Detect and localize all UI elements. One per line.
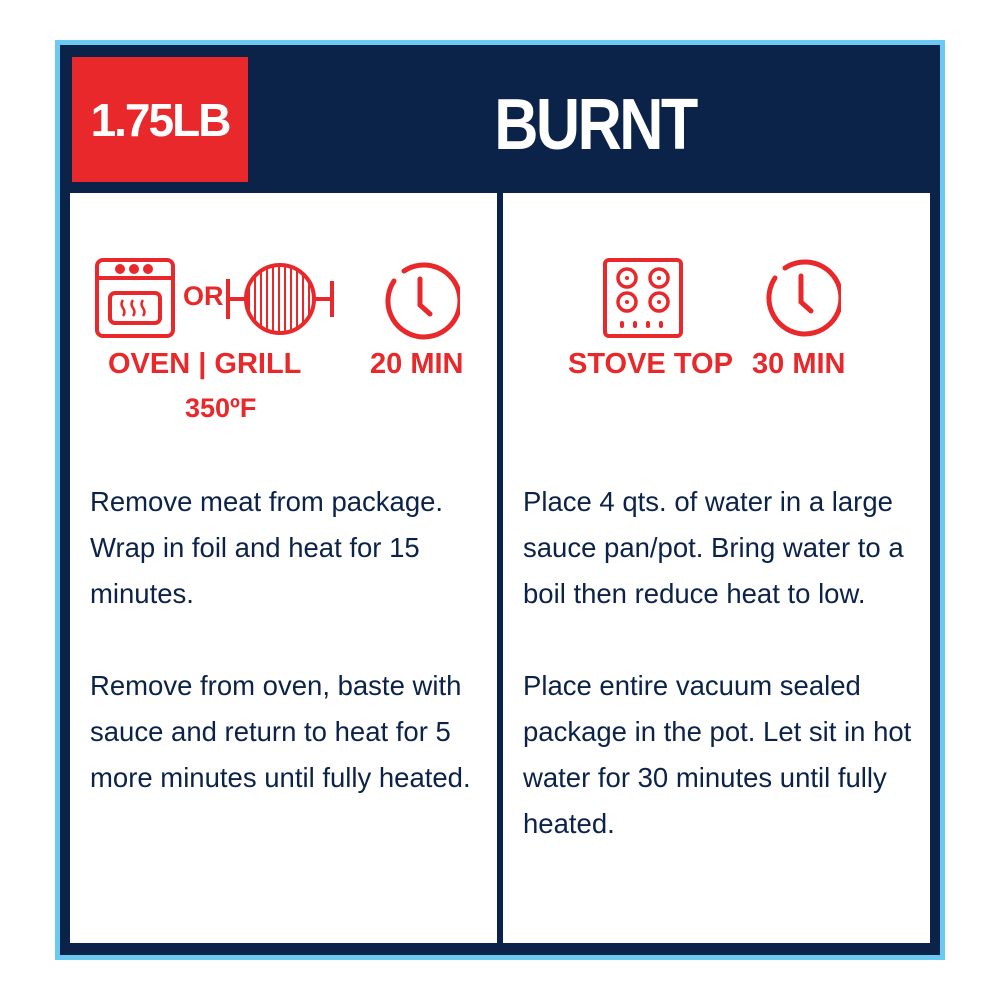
step: Place 4 qts. of water in a large sauce p… — [523, 486, 904, 609]
stovetop-icon — [603, 258, 683, 338]
oven-grill-panel: OR OVEN | GRILL 20 MIN 350ºF Remove meat… — [70, 193, 497, 943]
weight-badge: 1.75LB — [72, 57, 248, 182]
instructions: Place 4 qts. of water in a large sauce p… — [523, 479, 923, 893]
clock-icon — [385, 262, 460, 340]
step: Remove from oven, baste with sauce and r… — [90, 670, 471, 793]
method-label: OVEN | GRILL — [108, 348, 302, 380]
instructions: Remove meat from package. Wrap in foil a… — [90, 479, 490, 847]
or-label: OR — [183, 281, 224, 311]
step: Remove meat from package. Wrap in foil a… — [90, 486, 444, 609]
step: Place entire vacuum sealed package in th… — [523, 670, 912, 839]
grill-icon — [226, 263, 334, 335]
stovetop-panel: STOVE TOP 30 MIN Place 4 qts. of water i… — [503, 193, 930, 943]
clock-icon — [766, 259, 841, 337]
time-label: 20 MIN — [370, 348, 464, 380]
oven-icon — [95, 258, 175, 338]
time-label: 30 MIN — [752, 348, 846, 380]
temperature-label: 350ºF — [185, 393, 257, 423]
method-label: STOVE TOP — [568, 348, 733, 380]
